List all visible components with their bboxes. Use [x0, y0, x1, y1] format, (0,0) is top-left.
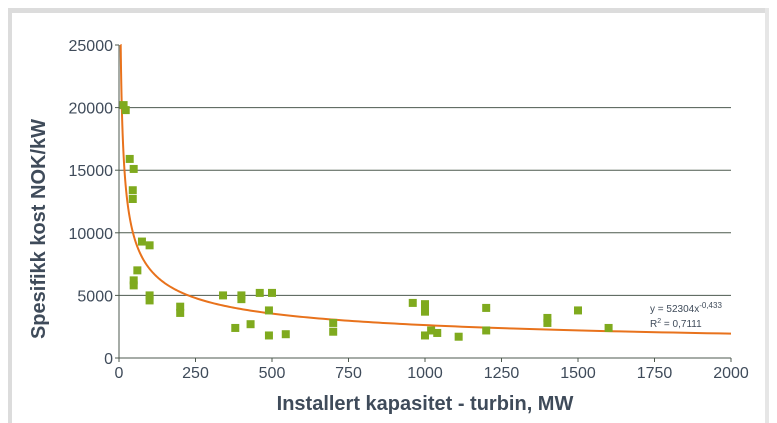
x-tick-label: 0	[115, 365, 124, 382]
data-point	[137, 237, 146, 246]
data-point	[129, 281, 138, 290]
r-squared-label: R2 = 0,7111	[650, 318, 702, 330]
frame-top-border	[8, 8, 769, 13]
axes	[115, 44, 732, 362]
tick-labels: 0 5000 10000 15000 20000 25000 0 250 500 750 1000 1…	[69, 38, 749, 382]
data-point	[219, 291, 228, 300]
data-point	[574, 306, 582, 315]
data-point	[176, 308, 185, 317]
x-tick-label: 1250	[484, 365, 520, 382]
x-tick-label: 750	[335, 365, 362, 382]
x-tick-label: 1500	[560, 365, 596, 382]
trendline	[119, 44, 732, 335]
data-point	[128, 194, 137, 203]
data-point	[281, 330, 290, 339]
data-point	[128, 186, 137, 195]
frame-right-border	[765, 8, 769, 423]
x-tick-label: 1750	[637, 365, 673, 382]
data-points	[119, 101, 613, 341]
x-tick-label: 250	[182, 365, 209, 382]
data-point	[264, 331, 273, 340]
data-point	[133, 266, 142, 275]
data-point	[329, 318, 338, 327]
y-tick-label: 25000	[69, 38, 114, 55]
data-point	[176, 302, 185, 311]
data-point	[145, 296, 154, 305]
x-tick-label: 2000	[713, 365, 749, 382]
frame-left-border	[8, 8, 12, 423]
data-point	[237, 295, 246, 304]
data-point	[264, 306, 273, 315]
trendline-equation: y = 52304x-0,433	[650, 301, 722, 315]
y-tick-label: 15000	[69, 163, 114, 180]
data-point	[231, 323, 240, 332]
data-point	[482, 303, 491, 312]
x-axis-title: Installert kapasitet - turbin, MW	[277, 393, 574, 415]
data-point	[119, 101, 128, 110]
data-point	[482, 326, 491, 335]
data-point	[433, 328, 442, 337]
y-tick-label: 5000	[77, 288, 113, 305]
data-point	[421, 300, 429, 309]
data-point	[543, 313, 552, 322]
data-point	[421, 331, 429, 340]
y-tick-label: 20000	[69, 101, 114, 118]
y-axis-title: Spesifikk kost NOK/kW	[28, 119, 50, 339]
x-tick-label: 500	[259, 365, 286, 382]
data-point	[129, 164, 138, 173]
data-point	[125, 154, 134, 163]
data-point	[268, 288, 276, 297]
data-point	[121, 106, 130, 115]
data-point	[329, 327, 338, 336]
data-point	[246, 320, 255, 329]
data-point	[427, 326, 436, 335]
y-tick-label: 10000	[69, 226, 114, 243]
data-point	[421, 307, 429, 316]
grid-lines	[119, 107, 731, 296]
data-point	[604, 323, 613, 332]
data-point	[145, 291, 154, 300]
x-tick-label: 1000	[407, 365, 443, 382]
data-point	[454, 332, 463, 341]
data-point	[129, 276, 138, 285]
data-point	[145, 241, 154, 250]
y-tick-label: 0	[104, 351, 113, 368]
data-point	[408, 298, 417, 307]
data-point	[543, 318, 552, 327]
data-point	[255, 288, 264, 297]
